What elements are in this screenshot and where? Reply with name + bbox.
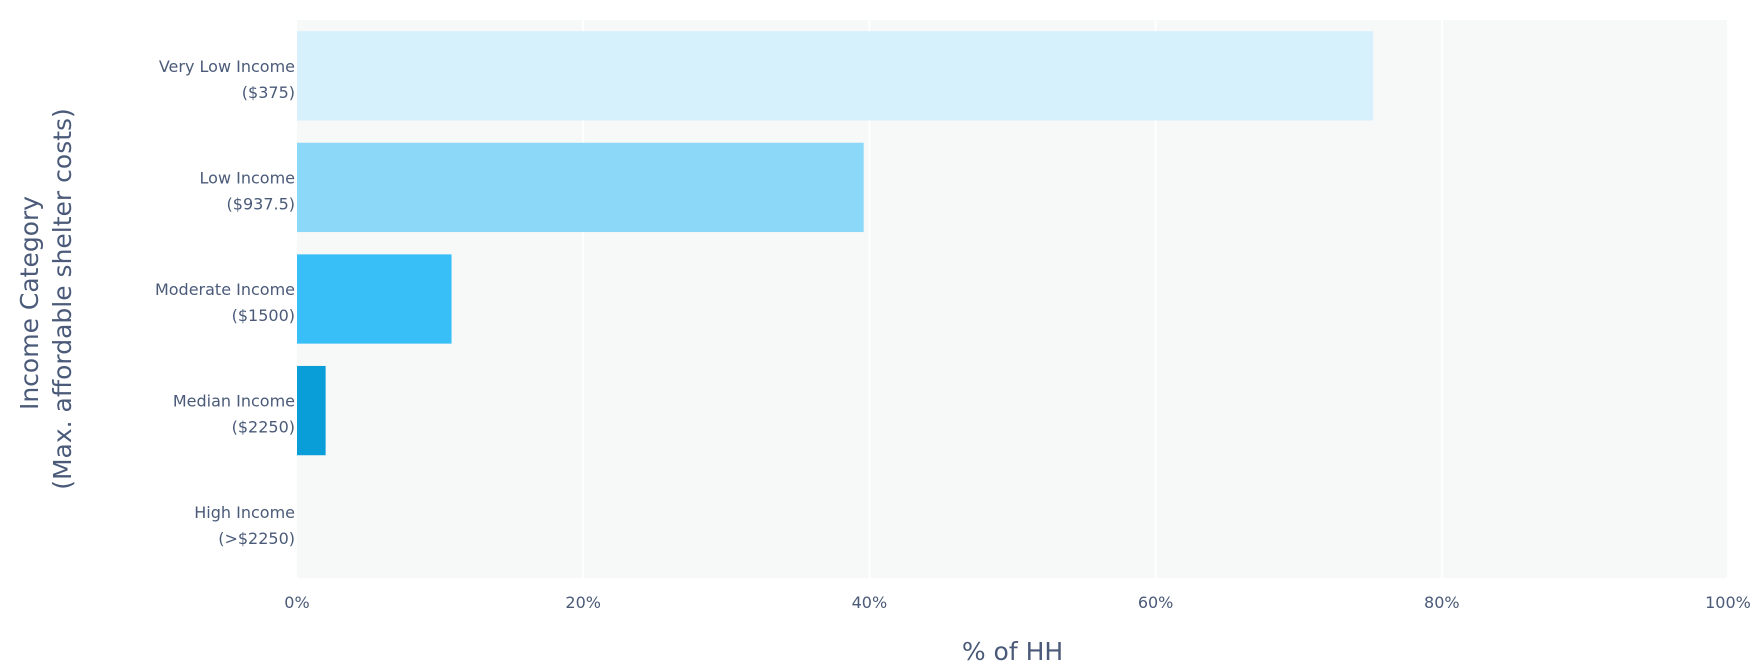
y-tick-label-line-2: ($2250) bbox=[232, 418, 295, 437]
bar bbox=[297, 365, 326, 456]
y-tick-label: Very Low Income ($375) bbox=[159, 57, 295, 102]
y-tick-label-line-1: Low Income bbox=[200, 168, 295, 187]
y-tick-label: Moderate Income ($1500) bbox=[155, 280, 295, 325]
x-axis-title: % of HH bbox=[962, 637, 1063, 665]
y-axis-title-line-2: (Max. affordable shelter costs) bbox=[48, 108, 77, 490]
bar bbox=[297, 254, 452, 344]
y-tick-label: Median Income ($2250) bbox=[173, 392, 295, 437]
y-tick-label: Low Income ($937.5) bbox=[200, 168, 295, 213]
x-tick-label: 20% bbox=[565, 593, 601, 612]
bars bbox=[297, 31, 1374, 456]
y-axis-ticks: Very Low Income ($375) Low Income ($937.5) M… bbox=[155, 57, 295, 548]
y-tick-label: High Income (>$2250) bbox=[194, 503, 295, 548]
y-tick-label-line-1: Very Low Income bbox=[159, 57, 295, 76]
y-tick-label-line-2: ($375) bbox=[242, 83, 295, 102]
y-axis-title-line-1: Income Category bbox=[15, 196, 44, 410]
bar bbox=[297, 31, 1374, 121]
bar bbox=[297, 142, 864, 233]
x-tick-label: 0% bbox=[284, 593, 309, 612]
y-tick-label-line-2: ($937.5) bbox=[227, 194, 295, 213]
x-tick-label: 40% bbox=[852, 593, 888, 612]
x-axis-ticks: 0% 20% 40% 60% 80% 100% bbox=[284, 593, 1751, 612]
y-tick-label-line-1: Median Income bbox=[173, 392, 295, 411]
y-tick-label-line-2: ($1500) bbox=[232, 306, 295, 325]
y-tick-label-line-2: (>$2250) bbox=[218, 529, 295, 548]
x-tick-label: 60% bbox=[1138, 593, 1174, 612]
y-tick-label-line-1: Moderate Income bbox=[155, 280, 295, 299]
y-axis-title: Income Category (Max. affordable shelter… bbox=[15, 108, 77, 490]
x-tick-label: 80% bbox=[1424, 593, 1460, 612]
x-tick-label: 100% bbox=[1705, 593, 1751, 612]
y-tick-label-line-1: High Income bbox=[194, 503, 295, 522]
